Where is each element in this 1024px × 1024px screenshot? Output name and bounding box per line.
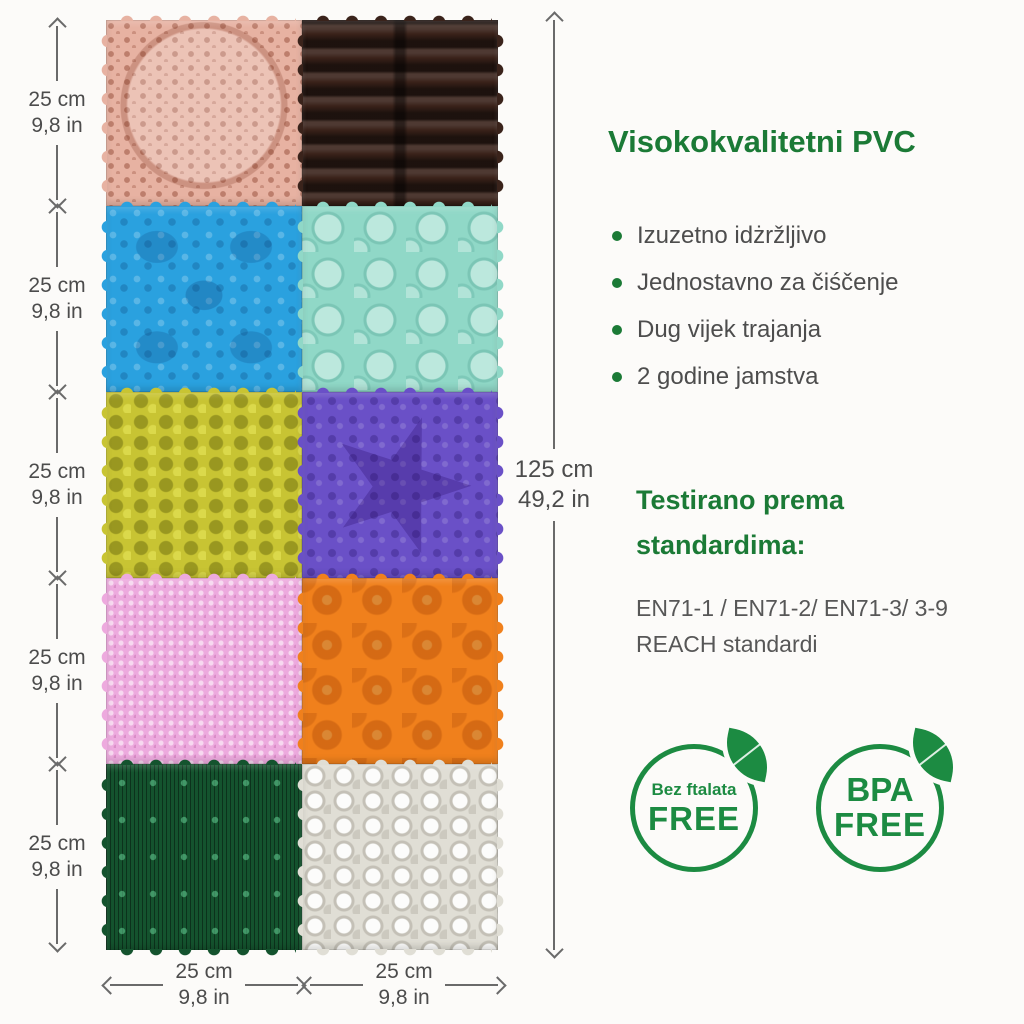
arrow-up-icon — [544, 11, 564, 30]
standards-line1: EN71-1 / EN71-2/ EN71-3/ 3-9 — [636, 595, 948, 621]
arrow-up-icon — [47, 575, 67, 594]
dimension-line — [56, 770, 58, 825]
feature-item: Jednostavno za čiśčenje — [612, 259, 899, 306]
dimension-line — [553, 521, 555, 950]
dimension-line — [444, 984, 498, 986]
dimension-line — [56, 517, 58, 572]
total-height-dimension: 125 cm 49,2 in — [515, 11, 593, 959]
arrow-up-icon — [47, 17, 67, 36]
starfish-relief — [311, 396, 490, 575]
dimension-line — [56, 398, 58, 453]
badge-ring — [630, 744, 758, 872]
purple-octopus-mat — [292, 382, 508, 578]
arrow-up-icon — [47, 203, 67, 222]
dimension-line — [553, 20, 555, 449]
col2-width-dimension: 25 cm 9,8 in — [301, 956, 507, 1014]
product-title: Visokokvalitetni PVC — [608, 124, 916, 159]
dimension-label: 25 cm 9,8 in — [375, 960, 433, 1009]
row4-height-dimension: 25 cm 9,8 in — [21, 575, 93, 767]
pink-bumps-mat — [96, 568, 302, 764]
dimension-line — [56, 26, 58, 81]
blue-seashells-mat — [96, 196, 302, 392]
arrow-up-icon — [47, 389, 67, 408]
dimension-label: 25 cm 9,8 in — [28, 832, 86, 881]
feature-label: 2 godine jamstva — [637, 362, 819, 390]
col1-width-dimension: 25 cm 9,8 in — [101, 956, 307, 1014]
puzzle-tabs — [292, 26, 303, 200]
feature-item: Dug vijek trajanja — [612, 306, 899, 353]
mat-grid — [96, 10, 508, 960]
dimension-label: 25 cm 9,8 in — [28, 460, 86, 509]
dimension-line — [310, 984, 364, 986]
badge-ring — [816, 744, 944, 872]
total-height-label: 125 cm 49,2 in — [514, 456, 594, 513]
bullet-icon — [612, 277, 622, 288]
dimension-line — [244, 984, 298, 986]
standards-text: EN71-1 / EN71-2/ EN71-3/ 3-9 REACH stand… — [636, 590, 1016, 662]
arrow-left-icon — [301, 975, 320, 995]
dimension-label: 25 cm 9,8 in — [28, 274, 86, 323]
bullet-icon — [612, 230, 622, 241]
dimension-line — [56, 889, 58, 944]
dimension-line — [56, 703, 58, 758]
arrow-down-icon — [544, 940, 564, 959]
puzzle-tabs — [292, 398, 303, 572]
badge-text: BPA FREE — [833, 771, 926, 843]
phthalate-free-badge: Bez ftalata FREE — [630, 727, 775, 872]
chocolate-logs-mat — [292, 10, 508, 206]
mint-stones-mat — [292, 196, 508, 392]
feature-label: Izuzetno idżržljivo — [637, 221, 827, 249]
white-pebbles-mat — [292, 754, 508, 960]
standards-title: Testirano prema standardima: — [636, 485, 845, 560]
puzzle-tabs — [308, 949, 492, 960]
badge-text: Bez ftalata FREE — [647, 779, 740, 837]
row1-height-dimension: 25 cm 9,8 in — [21, 17, 93, 209]
puzzle-tabs — [292, 212, 303, 386]
olive-forest-mat — [96, 382, 302, 578]
feature-label: Jednostavno za čiśčenje — [637, 268, 899, 296]
dimension-label: 25 cm 9,8 in — [28, 646, 86, 695]
bpa-free-badge: BPA FREE — [816, 727, 961, 872]
arrow-down-icon — [47, 934, 67, 953]
orange-shells-mat — [292, 568, 508, 764]
puzzle-tabs — [292, 770, 303, 944]
coral-dome-mat — [96, 10, 302, 206]
feature-item: Izuzetno idżržljivo — [612, 212, 899, 259]
bullet-icon — [612, 324, 622, 335]
green-grass-mat — [96, 754, 302, 960]
dimension-line — [56, 584, 58, 639]
arrow-up-icon — [47, 761, 67, 780]
arrow-right-icon — [488, 975, 507, 995]
dimension-label: 25 cm 9,8 in — [28, 88, 86, 137]
dimension-label: 25 cm 9,8 in — [175, 960, 233, 1009]
arrow-left-icon — [101, 975, 120, 995]
puzzle-tabs — [112, 949, 296, 960]
row3-height-dimension: 25 cm 9,8 in — [21, 389, 93, 581]
dimension-line — [56, 331, 58, 386]
feature-label: Dug vijek trajanja — [637, 315, 822, 343]
row5-height-dimension: 25 cm 9,8 in — [21, 761, 93, 953]
dimension-line — [56, 212, 58, 267]
dimension-line — [56, 145, 58, 200]
puzzle-tabs — [292, 584, 303, 758]
row2-height-dimension: 25 cm 9,8 in — [21, 203, 93, 395]
feature-list: Izuzetno idżržljivo Jednostavno za čiśče… — [612, 212, 899, 400]
dimension-line — [110, 984, 164, 986]
standards-line2: REACH standardi — [636, 631, 818, 657]
feature-item: 2 godine jamstva — [612, 353, 899, 400]
bullet-icon — [612, 371, 622, 382]
certification-badges: Bez ftalata FREE BPA FREE — [630, 727, 961, 872]
